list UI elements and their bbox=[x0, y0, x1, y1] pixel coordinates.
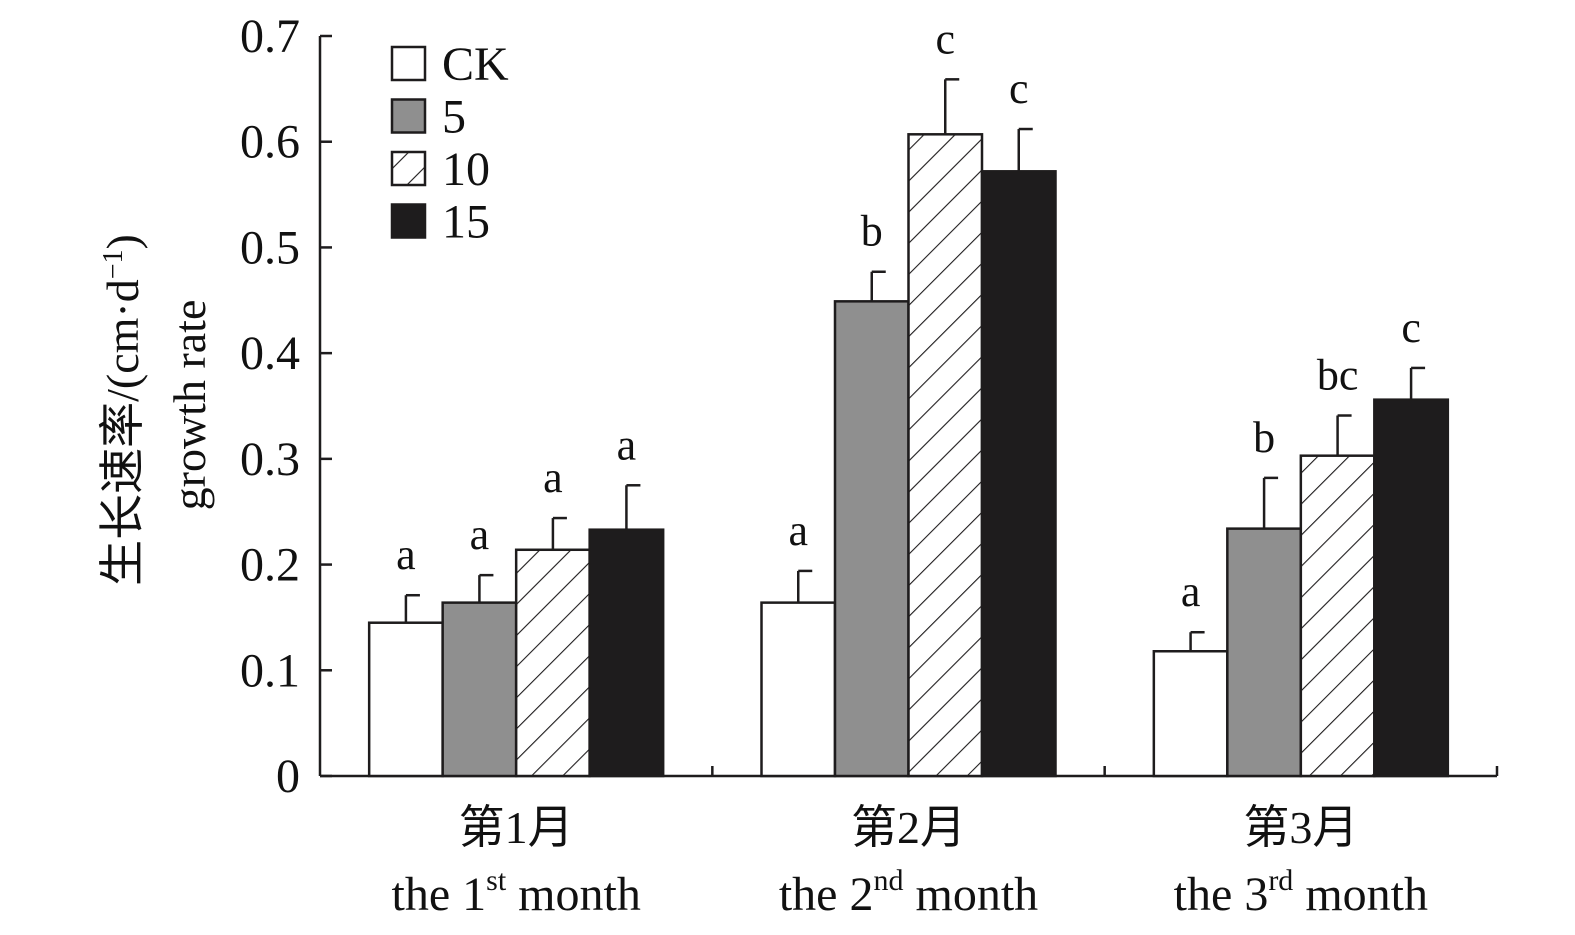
x-group-label-en: the 1st month bbox=[392, 864, 641, 921]
legend-swatch-15 bbox=[390, 203, 427, 239]
significance-letter: a bbox=[543, 453, 563, 502]
x-group-label-cn: 第1月 bbox=[459, 802, 574, 853]
legend-swatch-ck bbox=[390, 45, 427, 82]
significance-letter: bc bbox=[1317, 351, 1359, 400]
significance-letter: a bbox=[617, 420, 637, 469]
y-tick-label: 0.4 bbox=[240, 327, 300, 380]
x-axis-labels: 第1月 the 1st month 第2月 the 2nd month 第3月 the 3… bbox=[392, 802, 1428, 921]
x-group-label-en: the 3rd month bbox=[1174, 864, 1428, 921]
legend-swatch-10 bbox=[390, 150, 427, 187]
y-axis-label-cn: 生长速率/(cm·d−1) bbox=[97, 234, 148, 586]
bar-10-3 bbox=[1299, 454, 1376, 778]
x-group-label-cn: 第2月 bbox=[851, 802, 966, 853]
y-tick-label: 0.3 bbox=[240, 433, 300, 486]
y-axis-label: 生长速率/(cm·d−1) growth rate bbox=[97, 234, 215, 586]
y-axis-ticks: 0 0.1 0.2 0.3 0.4 0.5 0.6 0.7 bbox=[240, 10, 332, 803]
bar-5-1 bbox=[441, 601, 518, 778]
significance-letter: a bbox=[470, 510, 490, 559]
x-group-label-en: the 2nd month bbox=[779, 864, 1038, 921]
significance-letter: b bbox=[861, 207, 883, 256]
y-tick-label: 0 bbox=[276, 750, 300, 803]
legend-label-5: 5 bbox=[442, 91, 466, 144]
legend-label-10: 10 bbox=[442, 143, 490, 196]
significance-letter: b bbox=[1253, 413, 1275, 462]
y-tick-label: 0.5 bbox=[240, 221, 300, 274]
bar-15-3 bbox=[1373, 398, 1450, 778]
bar-15-2 bbox=[980, 170, 1057, 778]
bar-5-2 bbox=[833, 300, 910, 778]
bar-ck-2 bbox=[760, 601, 837, 778]
bar-ck-3 bbox=[1152, 650, 1229, 778]
bar-5-3 bbox=[1226, 527, 1303, 778]
bar-15-1 bbox=[588, 528, 665, 778]
y-axis-label-en: growth rate bbox=[164, 300, 215, 511]
bar-ck-1 bbox=[367, 621, 444, 778]
y-tick-label: 0.6 bbox=[240, 116, 300, 169]
significance-letter: a bbox=[396, 530, 416, 579]
y-axis-label-superscript: −1 bbox=[98, 249, 129, 279]
significance-letter: a bbox=[788, 506, 808, 555]
significance-letter: a bbox=[1181, 567, 1201, 616]
legend-label-ck: CK bbox=[442, 38, 509, 91]
bar-10-1 bbox=[514, 548, 591, 778]
y-tick-label: 0.7 bbox=[240, 10, 300, 63]
significance-letter: c bbox=[935, 14, 955, 63]
legend-swatch-5 bbox=[390, 98, 427, 134]
y-tick-label: 0.1 bbox=[240, 644, 300, 697]
x-group-label-cn: 第3月 bbox=[1243, 802, 1358, 853]
legend-label-15: 15 bbox=[442, 196, 490, 249]
significance-letter: c bbox=[1009, 64, 1029, 113]
y-tick-label: 0.2 bbox=[240, 539, 300, 592]
significance-letter: c bbox=[1401, 303, 1421, 352]
bar-10-2 bbox=[907, 133, 984, 778]
